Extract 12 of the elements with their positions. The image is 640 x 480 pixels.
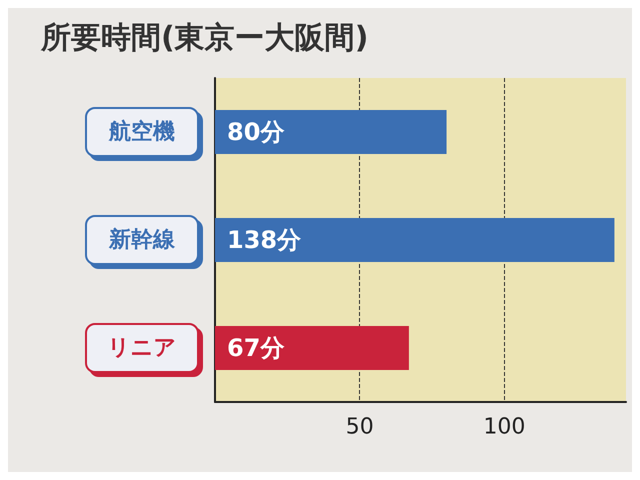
bar [215, 218, 614, 262]
data-label: 67分 [227, 334, 286, 362]
bar [215, 326, 409, 370]
bar [215, 110, 447, 154]
chart-title: 所要時間(東京ー大阪間) [40, 20, 368, 56]
y-tick-label: 新幹線 [108, 226, 176, 252]
data-label: 80分 [227, 118, 286, 146]
data-label: 138分 [227, 226, 302, 254]
y-tick-label: リニア [108, 336, 176, 360]
y-tick-label: 航空機 [108, 118, 175, 144]
x-tick-label: 100 [483, 414, 526, 440]
x-tick-label: 50 [346, 414, 374, 440]
